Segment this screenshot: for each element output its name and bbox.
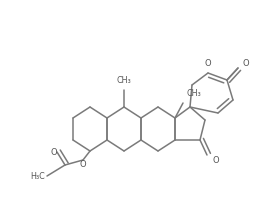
Text: O: O [50, 147, 57, 156]
Text: O: O [205, 59, 211, 68]
Text: CH₃: CH₃ [186, 89, 201, 98]
Text: O: O [242, 59, 249, 67]
Text: O: O [80, 160, 86, 169]
Text: O: O [212, 155, 219, 164]
Text: H₃C: H₃C [30, 172, 45, 181]
Text: CH₃: CH₃ [117, 76, 131, 85]
